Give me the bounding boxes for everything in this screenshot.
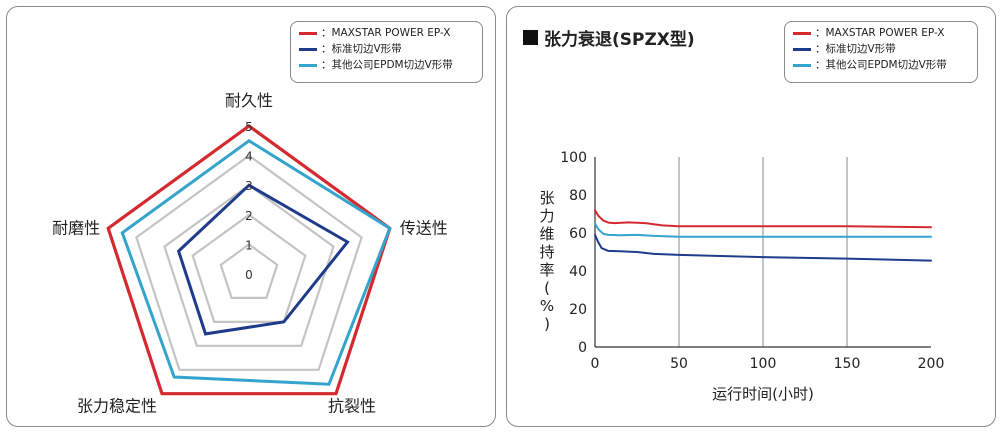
x-tick-label: 100 — [750, 356, 777, 372]
radar-grid-ring — [163, 183, 335, 347]
radar-axis-label: 耐磨性 — [52, 218, 100, 237]
legend-label: ：标准切边V形带 — [815, 43, 896, 55]
y-axis-label-char: 持 — [539, 243, 554, 261]
radar-panel: 0 1 2 3 4 5 耐久性传送性抗裂性 张力稳定性 耐磨性 ：MAXSTAR POWER E… — [6, 6, 496, 427]
chart-title-text: 张力衰退(SPZX型) — [544, 30, 695, 50]
line-chart: 0 20 40 60 80 100 0 50 100 150 200 运行时间(小时) 张力维持率(%) — [539, 150, 945, 403]
y-tick-label: 60 — [569, 226, 587, 242]
legend-swatch — [793, 31, 811, 35]
y-axis-label-char: 力 — [539, 207, 554, 225]
x-tick-label: 150 — [834, 356, 861, 372]
legend-label: ：MAXSTAR POWER EP-X — [321, 27, 451, 39]
legend-label: ：其他公司EPDM切边V形带 — [815, 59, 947, 71]
y-axis-label-char: % — [540, 297, 554, 315]
radar-axis-label: 传送性 — [400, 218, 448, 237]
legend-swatch — [299, 31, 317, 35]
legend-item: ：MAXSTAR POWER EP-X — [299, 25, 474, 41]
y-axis-label: 张力维持率(%) — [539, 189, 554, 333]
radar-scale-label: 3 — [245, 179, 253, 193]
y-axis-label-char: 张 — [539, 189, 554, 207]
radar-series-polygon — [106, 124, 392, 396]
y-tick-label: 80 — [569, 188, 587, 204]
legend-swatch — [299, 47, 317, 51]
y-tick-label: 20 — [569, 302, 587, 318]
line-series — [594, 222, 932, 238]
radar-axis-label: 张力稳定性 — [77, 397, 157, 416]
y-axis-label-char: 维 — [539, 225, 554, 243]
radar-axis-label: 耐久性 — [225, 91, 273, 110]
y-axis-label-char: 率 — [539, 261, 554, 279]
radar-grid-ring — [219, 243, 279, 299]
title-square-icon — [523, 30, 538, 45]
line-series — [594, 209, 932, 229]
legend-item: ：MAXSTAR POWER EP-X — [793, 25, 969, 41]
legend-item: ：其他公司EPDM切边V形带 — [793, 57, 969, 73]
radar-axis-label: 抗裂性 — [328, 397, 376, 416]
x-axis-label: 运行时间(小时) — [712, 385, 814, 403]
legend: ：MAXSTAR POWER EP-X ：标准切边V形带 ：其他公司EPDM切边… — [290, 21, 483, 83]
radar-grid-ring — [135, 154, 363, 371]
radar-scale-label: 1 — [245, 238, 253, 252]
radar-scale-label: 0 — [245, 268, 253, 282]
x-tick-label: 0 — [591, 356, 600, 372]
legend-swatch — [793, 47, 811, 51]
y-tick-label: 0 — [578, 340, 587, 356]
legend-label: ：标准切边V形带 — [321, 43, 402, 55]
x-tick-label: 50 — [670, 356, 688, 372]
radar-scale-label: 5 — [245, 120, 253, 134]
legend-item: ：标准切边V形带 — [299, 41, 474, 57]
line-series — [594, 233, 932, 262]
x-tick-label: 200 — [918, 356, 945, 372]
radar-grid-ring — [191, 213, 307, 323]
line-panel: 张力衰退(SPZX型) 0 20 40 60 80 100 0 50 100 150 200 运行时间… — [506, 6, 996, 427]
y-axis-label-char: ( — [544, 279, 550, 297]
y-tick-label: 40 — [569, 264, 587, 280]
legend-label: ：MAXSTAR POWER EP-X — [815, 27, 945, 39]
radar-series-polygon — [176, 183, 350, 336]
legend-swatch — [299, 63, 317, 67]
radar-scale-label: 4 — [245, 150, 253, 164]
y-tick-label: 100 — [560, 150, 587, 166]
chart-title: 张力衰退(SPZX型) — [523, 25, 695, 50]
legend-item: ：标准切边V形带 — [793, 41, 969, 57]
legend-swatch — [793, 63, 811, 67]
legend-item: ：其他公司EPDM切边V形带 — [299, 57, 474, 73]
y-axis-label-char: ) — [544, 315, 550, 333]
legend-label: ：其他公司EPDM切边V形带 — [321, 59, 453, 71]
legend: ：MAXSTAR POWER EP-X ：标准切边V形带 ：其他公司EPDM切边… — [784, 21, 978, 83]
radar-scale-label: 2 — [245, 209, 253, 223]
radar-series-polygon — [120, 138, 392, 386]
